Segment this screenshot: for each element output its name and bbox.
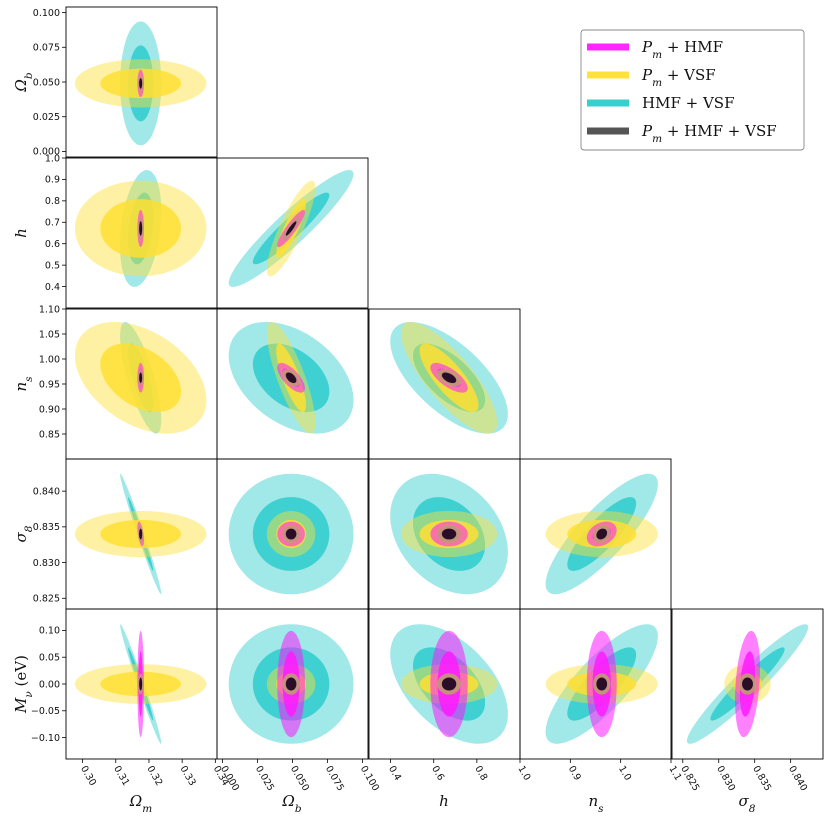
panel-frame: [671, 608, 824, 760]
y-tick-label: 0.050: [33, 77, 60, 88]
y-tick-label: 0.5: [45, 260, 60, 271]
legend-label: Pm + HMF: [641, 38, 723, 61]
contour-1sigma-pm-hmf-vsf: [139, 677, 143, 691]
x-axis-label-Om: Ωm: [129, 792, 152, 815]
panels-layer: [65, 6, 824, 760]
contour-1sigma-pm-hmf-vsf: [139, 528, 143, 540]
x-tick-label: 0.830: [714, 764, 737, 793]
y-tick-label: 0.830: [33, 558, 60, 569]
panel-s8-vs-Om: [65, 458, 218, 610]
y-tick-label: 0.075: [33, 43, 60, 54]
y-tick-label: 0.000: [33, 147, 60, 158]
contour-1sigma-pm-hmf-vsf: [742, 677, 753, 691]
contour-1sigma-pm-hmf-vsf: [139, 372, 143, 384]
panel-s8-vs-Ob: [216, 458, 369, 610]
contour-1sigma-pm-hmf-vsf: [285, 372, 297, 384]
x-tick-label: 0.32: [144, 764, 164, 788]
x-tick-label: 0.6: [429, 764, 446, 783]
legend: Pm + HMF Pm + VSF HMF + VSF Pm + HMF + VSF: [580, 29, 805, 151]
contour-1sigma-pm-hmf-vsf: [441, 372, 457, 384]
legend-label: HMF + VSF: [642, 94, 735, 112]
y-tick-label: 0.835: [33, 522, 60, 533]
x-tick-label: 0.30: [78, 764, 98, 788]
y-tick-label: 0.8: [45, 196, 60, 207]
contour-1sigma-pm-hmf-vsf: [596, 528, 608, 540]
y-tick-label: 0.025: [33, 112, 60, 123]
y-tick-label: 0.4: [45, 282, 60, 293]
x-axis-label-ns: ns: [588, 792, 604, 815]
y-tick-label: 0.100: [33, 8, 60, 19]
x-tick-label: 0.100: [358, 764, 381, 793]
panel-Mnu-vs-Om: [65, 608, 218, 760]
panel-s8-vs-ns: [519, 458, 672, 610]
panel-Mnu-vs-ns: [519, 608, 672, 760]
contour-1sigma-pm-hmf-vsf: [285, 677, 297, 691]
panel-ns-vs-Ob: [216, 308, 369, 460]
y-tick-label: 0.10: [39, 626, 60, 637]
y-tick-label: 1.05: [39, 329, 60, 340]
x-tick-label: 0.835: [750, 764, 773, 793]
y-tick-label: 0.9: [45, 175, 60, 186]
contour-1sigma-pm-hmf-vsf: [285, 221, 297, 236]
x-tick-label: 1.0: [515, 764, 532, 783]
x-tick-label: 0.840: [786, 764, 809, 793]
x-axis-label-h: h: [439, 792, 449, 810]
x-tick-label: 0.4: [386, 764, 403, 783]
x-axis-label-Ob: Ωb: [281, 792, 301, 815]
axis-labels-layer: Ωm Ωb h ns σ8 Ωb h ns σ8 Mν (eV): [12, 72, 756, 815]
y-tick-label: −0.10: [31, 733, 60, 744]
panel-h-vs-Om: [65, 157, 218, 309]
y-tick-label: 0.825: [33, 594, 60, 605]
panel-Mnu-vs-h: [368, 608, 521, 760]
y-tick-label: 1.0: [45, 153, 60, 164]
contour-1sigma-pm-hmf-vsf: [596, 677, 608, 691]
y-tick-label: −0.05: [31, 706, 60, 717]
y-tick-label: 0.840: [33, 486, 60, 497]
y-axis-label-h: h: [12, 228, 30, 238]
x-tick-label: 0.025: [253, 764, 276, 793]
x-tick-label: 0.33: [178, 764, 198, 788]
y-tick-label: 1.10: [39, 304, 60, 315]
panel-Ob-vs-Om: [65, 6, 218, 158]
y-tick-label: 0.85: [39, 429, 60, 440]
legend-box: [580, 29, 805, 151]
y-tick-label: 0.90: [39, 404, 60, 415]
contour-1sigma-pm-hmf-vsf: [441, 528, 457, 540]
panel-ns-vs-Om: [65, 308, 218, 460]
x-axis-label-s8: σ8: [739, 792, 756, 815]
panel-ns-vs-h: [368, 308, 521, 460]
x-tick-label: 0.050: [288, 764, 311, 793]
contour-1sigma-pm-hmf-vsf: [285, 528, 297, 540]
y-tick-label: 0.95: [39, 379, 60, 390]
panel-h-vs-Ob: [216, 157, 369, 309]
y-axis-label-Mnu: Mν (eV): [12, 655, 35, 714]
y-axis-label-ns: ns: [12, 376, 35, 392]
x-tick-label: 0.9: [566, 764, 583, 783]
x-tick-label: 0.075: [323, 764, 346, 793]
x-tick-label: 0.31: [111, 764, 131, 788]
y-tick-label: 0.6: [45, 239, 60, 250]
x-tick-label: 0.825: [678, 764, 701, 793]
contour-1sigma-pm-hmf-vsf: [139, 221, 143, 236]
legend-label: Pm + VSF: [641, 66, 716, 89]
y-axis-label-Ob: Ωb: [12, 72, 35, 92]
contour-1sigma-pm-hmf-vsf: [441, 677, 457, 691]
contour-1sigma-pm-hmf-vsf: [139, 78, 143, 89]
y-tick-label: 0.00: [39, 679, 60, 690]
panel-Mnu-vs-Ob: [216, 608, 369, 760]
legend-label: Pm + HMF + VSF: [641, 122, 777, 145]
x-tick-label: 1.0: [616, 764, 633, 783]
panel-frame: [216, 157, 369, 309]
y-axis-label-s8: σ8: [12, 525, 35, 542]
y-tick-label: 1.00: [39, 354, 60, 365]
y-tick-label: 0.05: [39, 653, 60, 664]
panel-s8-vs-h: [368, 458, 521, 610]
panel-Mnu-vs-s8: [671, 608, 824, 760]
y-tick-label: 0.7: [45, 218, 60, 229]
panel-frame: [519, 608, 672, 760]
x-tick-label: 0.8: [472, 764, 489, 783]
